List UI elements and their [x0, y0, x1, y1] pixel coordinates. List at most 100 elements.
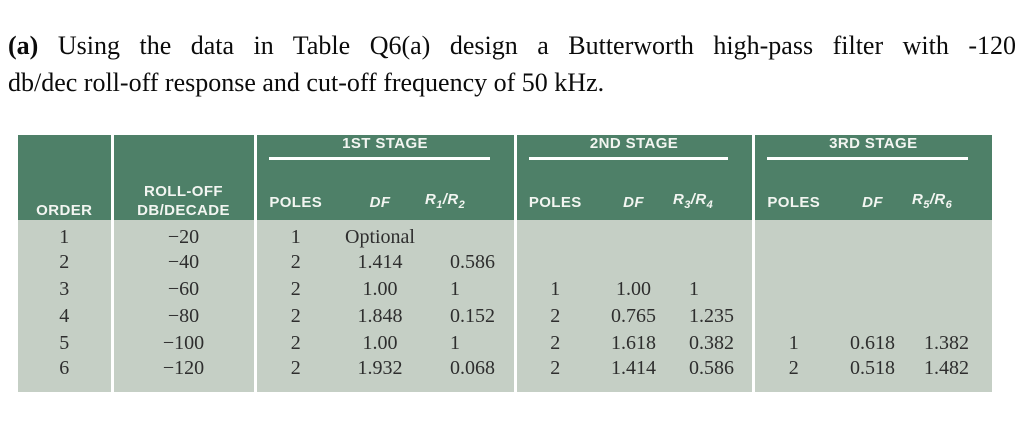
stage-underline	[766, 157, 969, 160]
table-cell: 1.618	[594, 330, 674, 357]
table-cell: 2	[253, 357, 335, 392]
col-header-rolloff-line2: DB/DECADE	[137, 202, 230, 219]
table-cell	[594, 220, 674, 249]
col-header-poles-2: POLES	[513, 175, 595, 220]
table-cell: 0.068	[425, 357, 516, 392]
butterworth-design-table: ORDER ROLL-OFF DB/DECADE 1ST STAGE 2ND S…	[18, 135, 993, 392]
stage-underline	[268, 157, 490, 160]
table-cell: 1.482	[912, 357, 993, 392]
table-row: 1 −20 1 Optional	[18, 220, 993, 249]
col-header-rolloff-line1: ROLL-OFF	[143, 183, 223, 200]
table-cell: −120	[110, 357, 255, 392]
table-cell: 1.932	[335, 357, 425, 392]
table-cell	[833, 249, 913, 276]
table-cell	[425, 220, 516, 249]
table-cell: 1	[513, 276, 595, 303]
col-header-df-1: DF	[335, 175, 425, 220]
table-row: 3 −60 2 1.00 1 1 1.00 1	[18, 276, 993, 303]
table-cell	[594, 249, 674, 276]
col-header-df-2: DF	[594, 175, 674, 220]
table-cell: 2	[513, 303, 595, 330]
table-cell	[912, 249, 993, 276]
table-cell: −40	[110, 249, 255, 276]
stage-header-1st: 1ST STAGE	[253, 135, 516, 175]
table-cell: 1	[425, 330, 516, 357]
table-cell	[513, 249, 595, 276]
table-cell: 1.00	[335, 330, 425, 357]
table-cell: 0.765	[594, 303, 674, 330]
table-cell	[833, 276, 913, 303]
table-cell: 0.586	[673, 357, 754, 392]
col-header-r1-r2: R1/R2	[425, 175, 516, 220]
table-cell: 2	[18, 249, 112, 276]
table-cell	[751, 303, 834, 330]
table-row: 6 −120 2 1.932 0.068 2 1.414 0.586 2 0.518 1.482	[18, 357, 993, 392]
table-cell: 1.00	[594, 276, 674, 303]
table-cell	[673, 220, 754, 249]
col-header-order: ORDER	[18, 135, 112, 220]
table-cell	[673, 249, 754, 276]
col-header-df-3: DF	[833, 175, 913, 220]
table-cell: 1	[253, 220, 335, 249]
table-cell	[751, 220, 834, 249]
question-line-1-text: Using the data in Table Q6(a) design a B…	[57, 31, 1017, 60]
table-cell	[751, 249, 834, 276]
table-cell	[912, 220, 993, 249]
question-label: (a)	[8, 31, 39, 60]
header-title-row: ORDER ROLL-OFF DB/DECADE 1ST STAGE 2ND S…	[18, 135, 993, 220]
table-cell: 1.00	[335, 276, 425, 303]
table-cell: 5	[18, 330, 112, 357]
table-cell: 1	[673, 276, 754, 303]
table-cell	[513, 220, 595, 249]
table-cell: 1.382	[912, 330, 993, 357]
table-cell: 4	[18, 303, 112, 330]
table-cell: 2	[513, 357, 595, 392]
table-row: 4 −80 2 1.848 0.152 2 0.765 1.235	[18, 303, 993, 330]
table-cell: −60	[110, 276, 255, 303]
table-cell: 2	[513, 330, 595, 357]
table-row: 2 −40 2 1.414 0.586	[18, 249, 993, 276]
table-cell: 1	[425, 276, 516, 303]
question-text: (a) Using the data in Table Q6(a) design…	[8, 27, 1016, 101]
table-cell: 6	[18, 357, 112, 392]
table-cell: 1.235	[673, 303, 754, 330]
table-cell: 2	[253, 303, 335, 330]
question-line-1: (a) Using the data in Table Q6(a) design…	[8, 27, 1016, 64]
table-cell: 1.414	[594, 357, 674, 392]
table-cell: 0.618	[833, 330, 913, 357]
stage-title-1st: 1ST STAGE	[342, 135, 428, 152]
table-cell: 2	[253, 249, 335, 276]
table-cell: Optional	[335, 220, 425, 249]
col-header-r3-r4: R3/R4	[673, 175, 754, 220]
table-cell: −80	[110, 303, 255, 330]
table-row: 5 −100 2 1.00 1 2 1.618 0.382 1 0.618 1.382	[18, 330, 993, 357]
col-header-poles-1: POLES	[253, 175, 335, 220]
stage-title-2nd: 2ND STAGE	[589, 135, 679, 152]
table-cell: 0.518	[833, 357, 913, 392]
stage-underline	[528, 157, 728, 160]
table-cell	[833, 220, 913, 249]
table-cell	[912, 276, 993, 303]
table-cell: 0.382	[673, 330, 754, 357]
table-cell	[833, 303, 913, 330]
table-cell: 3	[18, 276, 112, 303]
question-line-2: db/dec roll-off response and cut-off fre…	[8, 68, 605, 97]
stage-header-2nd: 2ND STAGE	[513, 135, 754, 175]
table-cell: 1	[751, 330, 834, 357]
col-header-rolloff: ROLL-OFF DB/DECADE	[110, 135, 255, 220]
stage-header-3rd: 3RD STAGE	[751, 135, 993, 175]
stage-title-3rd: 3RD STAGE	[829, 135, 918, 152]
table-cell: 2	[253, 330, 335, 357]
table-cell: −20	[110, 220, 255, 249]
table-body: 1 −20 1 Optional 2 −40 2 1.414 0.586 3 −60 2 1.00 1 1 1…	[18, 220, 993, 392]
table-cell	[751, 276, 834, 303]
col-header-poles-3: POLES	[751, 175, 834, 220]
table-cell: 2	[751, 357, 834, 392]
table-cell: 0.586	[425, 249, 516, 276]
col-header-r5-r6: R5/R6	[912, 175, 993, 220]
table-cell: 2	[253, 276, 335, 303]
table-cell: 1.414	[335, 249, 425, 276]
table-cell: 1	[18, 220, 112, 249]
table-cell: 0.152	[425, 303, 516, 330]
